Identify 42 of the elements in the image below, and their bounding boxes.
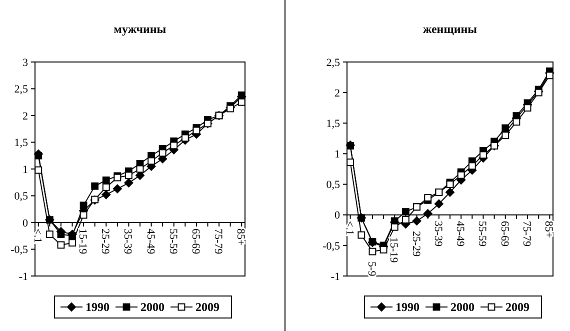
x-tick-label: 35-39: [122, 228, 134, 255]
x-tick-label: 65-69: [189, 228, 202, 255]
x-tick-label: 15-19: [76, 228, 89, 255]
x-tick-label: 75-79: [212, 228, 224, 255]
y-tick-label: 2,5: [14, 84, 28, 96]
x-tick-label: 65-69: [498, 220, 510, 248]
x-tick-label: 85+: [234, 228, 247, 246]
x-tick-label: 25-29: [410, 230, 422, 258]
y-tick-label: -1: [18, 270, 28, 283]
x-tick-label: 55-59: [476, 220, 488, 248]
x-tick-label: 85+: [542, 220, 555, 238]
x-tick-label: 55-59: [166, 228, 179, 255]
x-tick-label: 75-79: [520, 220, 533, 248]
x-tick-label: 5-9: [365, 262, 378, 277]
y-tick-label: 0: [22, 217, 28, 230]
legend-label: 1990: [396, 300, 420, 314]
chart-title: мужчины: [114, 22, 167, 36]
legend-label: 2009: [506, 300, 530, 314]
legend-label: 2009: [196, 300, 220, 314]
y-tick-label: 2: [334, 87, 340, 100]
chart-title: женщины: [422, 22, 478, 36]
x-tick-label: 15-19: [388, 237, 400, 264]
y-tick-label: 2,5: [326, 56, 340, 69]
y-tick-label: -1: [330, 270, 340, 283]
legend-label: 2000: [140, 300, 164, 314]
y-tick-label: 0: [334, 210, 340, 222]
legend-label: 2000: [450, 300, 474, 314]
x-tick-label: 25-29: [99, 228, 112, 255]
y-tick-label: -0,5: [10, 244, 28, 256]
x-tick-label: 35-39: [432, 220, 444, 248]
y-tick-label: 0,5: [14, 190, 28, 203]
y-tick-label: -0,5: [322, 240, 340, 252]
legend-label: 1990: [86, 300, 110, 314]
y-tick-label: 1: [22, 164, 28, 176]
y-tick-label: 1,5: [14, 137, 28, 150]
y-tick-label: 1: [334, 148, 340, 161]
y-tick-label: 0,5: [326, 179, 340, 192]
x-tick-label: 45-49: [144, 228, 156, 255]
y-tick-label: 3: [22, 56, 28, 69]
y-tick-label: 1,5: [326, 118, 340, 130]
x-tick-label: 45-49: [454, 220, 466, 248]
y-tick-label: 2: [22, 110, 28, 122]
